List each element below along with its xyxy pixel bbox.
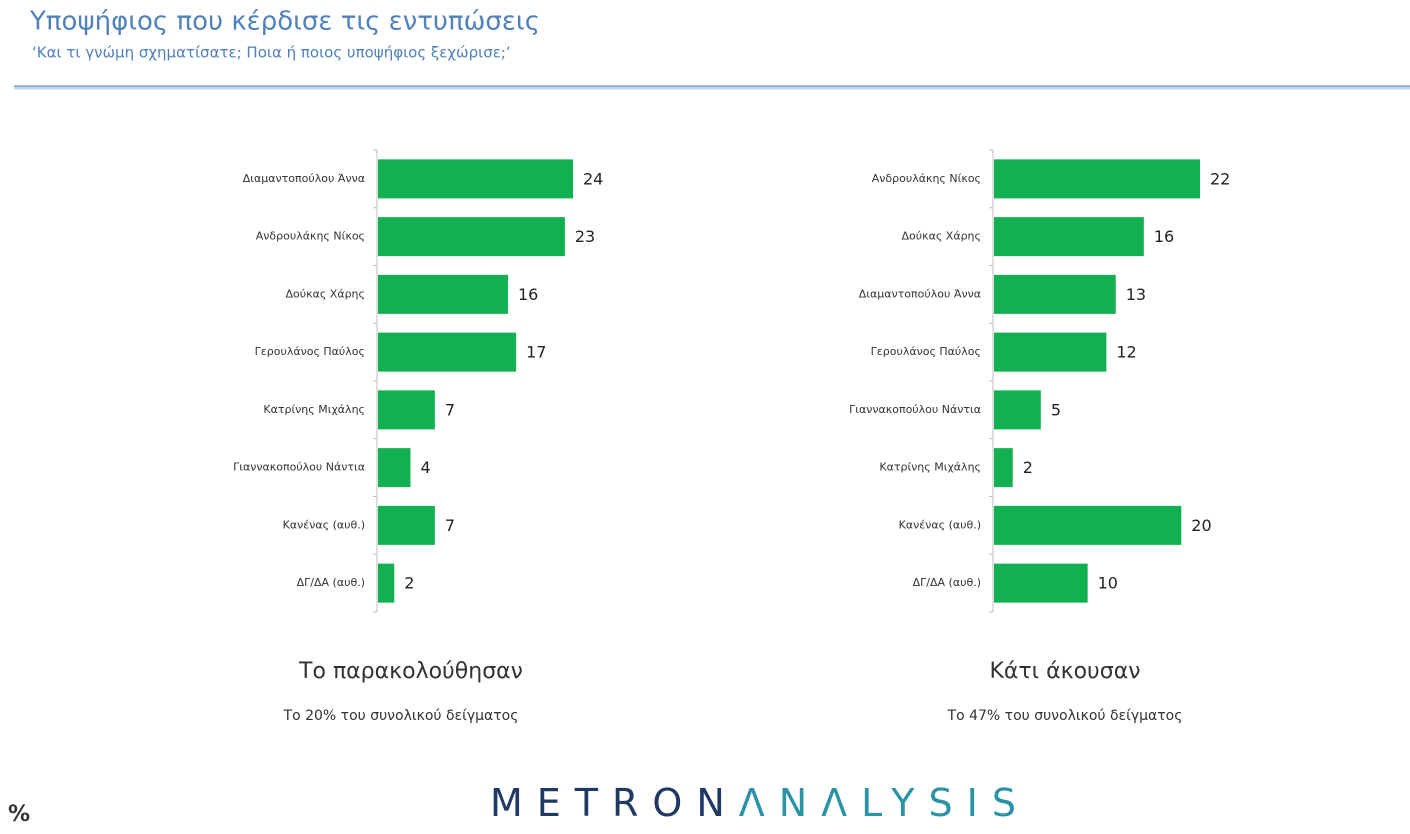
bar [378, 274, 508, 314]
value-label: 20 [1191, 516, 1211, 535]
slide-subtitle: ‘Και τι γνώμη σχηματίσατε; Ποια ή ποιος … [32, 44, 511, 62]
value-label: 7 [445, 400, 455, 419]
category-label: Γιαννακοπούλου Νάντια [233, 461, 365, 474]
chart-subtitle: Το 20% του συνολικού δείγματος [283, 708, 519, 724]
category-label: Γιαννακοπούλου Νάντια [849, 403, 981, 416]
bar [994, 274, 1116, 314]
value-label: 2 [1023, 458, 1033, 477]
value-label: 10 [1098, 574, 1118, 593]
logo-part1: METRON [490, 781, 739, 825]
category-label: Ανδρουλάκης Νίκος [872, 172, 981, 185]
category-label: Ανδρουλάκης Νίκος [256, 230, 365, 243]
bar [378, 159, 573, 199]
category-label: Κατρίνης Μιχάλης [263, 403, 365, 416]
category-label: Κανένας (αυθ.) [283, 518, 365, 531]
bar [994, 332, 1107, 372]
value-label: 7 [445, 516, 455, 535]
logo-part2: ΛNΛLYSIS [739, 781, 1030, 825]
bar [378, 448, 411, 488]
value-label: 2 [404, 574, 414, 593]
value-label: 17 [526, 343, 546, 362]
bar [994, 448, 1013, 488]
slide-title: Υποψήφιος που κέρδισε τις εντυπώσεις [29, 7, 540, 37]
bar [378, 390, 435, 430]
bar [994, 505, 1182, 545]
category-label: Δούκας Χάρης [285, 287, 365, 300]
value-label: 5 [1051, 400, 1061, 419]
logo: METRONΛNΛLYSIS [490, 781, 1030, 825]
category-label: Κατρίνης Μιχάλης [879, 461, 981, 474]
chart-title: Το παρακολούθησαν [298, 659, 523, 684]
value-label: 24 [583, 169, 603, 188]
bar [994, 217, 1144, 257]
bar [378, 332, 517, 372]
bar [378, 505, 435, 545]
category-label: Γερουλάνος Παύλος [255, 345, 365, 358]
bar [994, 563, 1088, 603]
category-label: ΔΓ/ΔΑ (αυθ.) [913, 576, 981, 589]
bar [378, 217, 565, 257]
bar [994, 390, 1041, 430]
bar [994, 159, 1200, 199]
value-label: 4 [421, 458, 431, 477]
category-label: Κανένας (αυθ.) [899, 518, 981, 531]
value-label: 12 [1116, 343, 1136, 362]
category-label: Διαμαντοπούλου Άννα [859, 287, 981, 300]
value-label: 13 [1126, 285, 1146, 304]
chart-title: Κάτι άκουσαν [989, 659, 1140, 684]
value-label: 16 [1154, 227, 1174, 246]
value-label: 22 [1210, 169, 1230, 188]
category-label: Διαμαντοπούλου Άννα [243, 172, 365, 185]
bar [378, 563, 395, 603]
chart-subtitle: Το 47% του συνολικού δείγματος [947, 708, 1183, 724]
footer-unit: % [8, 802, 30, 827]
value-label: 23 [575, 227, 595, 246]
category-label: Γερουλάνος Παύλος [871, 345, 981, 358]
value-label: 16 [518, 285, 538, 304]
category-label: Δούκας Χάρης [901, 230, 981, 243]
category-label: ΔΓ/ΔΑ (αυθ.) [297, 576, 365, 589]
